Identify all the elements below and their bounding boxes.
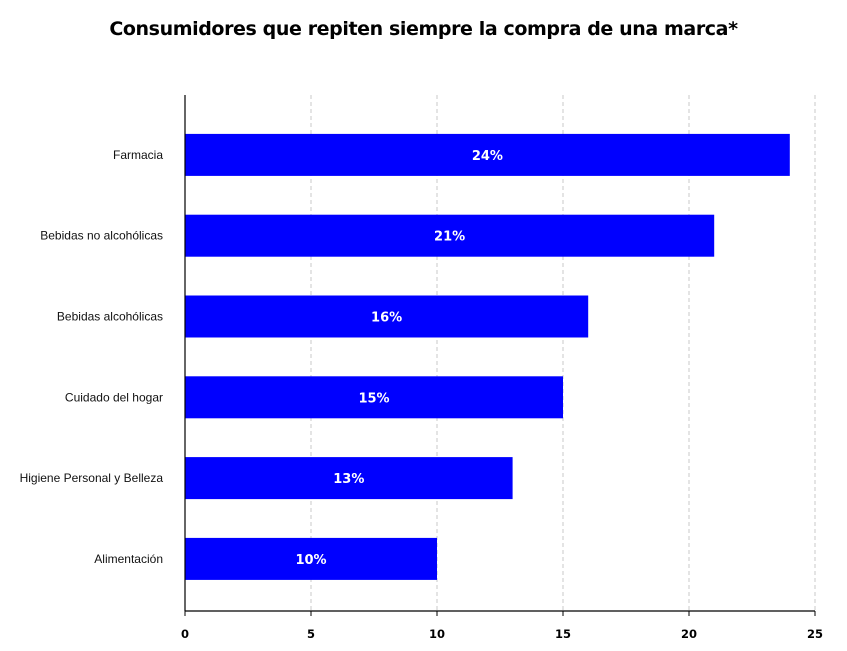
gridlines	[310, 95, 816, 611]
bar	[185, 133, 790, 176]
labels: 0 5 10 15 20 25 24% Farmacia 21% Bebidas no alcoh…	[20, 148, 823, 641]
category-label: Farmacia	[113, 148, 163, 162]
category-label: Alimentación	[94, 552, 163, 566]
bar	[185, 376, 563, 419]
data-label: 24%	[472, 149, 503, 164]
category-label: Higiene Personal y Belleza	[20, 471, 164, 485]
bars	[185, 133, 790, 580]
data-label: 21%	[434, 230, 465, 245]
bar	[185, 214, 715, 257]
data-label: 10%	[295, 553, 326, 568]
category-label: Bebidas no alcohólicas	[40, 229, 163, 243]
chart-title: Consumidores que repiten siempre la comp…	[109, 18, 738, 40]
bar	[185, 537, 437, 580]
x-tick-label: 10	[429, 627, 445, 641]
bar	[185, 457, 513, 500]
axes	[184, 95, 816, 616]
data-label: 16%	[371, 311, 402, 326]
category-label: Cuidado del hogar	[65, 390, 163, 404]
bar	[185, 295, 589, 338]
x-tick-label: 25	[807, 627, 823, 641]
x-tick-label: 5	[307, 627, 315, 641]
data-label: 13%	[333, 472, 364, 487]
x-tick-label: 15	[555, 627, 571, 641]
data-label: 15%	[358, 391, 389, 406]
x-tick-label: 20	[681, 627, 697, 641]
x-tick-label: 0	[181, 627, 189, 641]
category-label: Bebidas alcohólicas	[57, 310, 163, 324]
